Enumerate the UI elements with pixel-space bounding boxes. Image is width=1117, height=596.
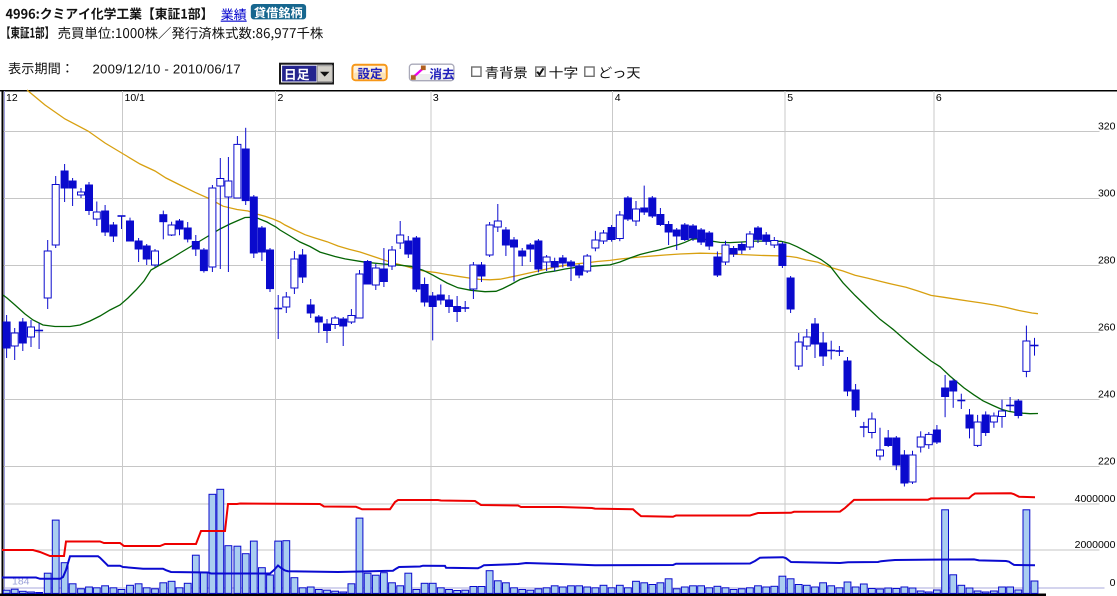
svg-text:5: 5 (787, 92, 793, 104)
svg-text:4: 4 (615, 92, 621, 104)
svg-text:4000000: 4000000 (1075, 493, 1116, 505)
svg-text:3: 3 (433, 92, 439, 104)
svg-text:320: 320 (1098, 121, 1116, 133)
svg-text:260: 260 (1098, 322, 1116, 334)
svg-text:220: 220 (1098, 456, 1116, 468)
svg-text:280: 280 (1098, 255, 1116, 267)
svg-text:2000000: 2000000 (1075, 539, 1116, 551)
svg-text:0: 0 (1110, 577, 1116, 589)
svg-text:240: 240 (1098, 389, 1116, 401)
svg-text:2009/12/10 - 2010/06/17: 2009/12/10 - 2010/06/17 (93, 62, 241, 77)
svg-text:10/1: 10/1 (125, 92, 146, 104)
svg-text:2: 2 (278, 92, 284, 104)
svg-text:6: 6 (936, 92, 942, 104)
svg-text:12: 12 (6, 92, 18, 104)
svg-text:300: 300 (1098, 188, 1116, 200)
